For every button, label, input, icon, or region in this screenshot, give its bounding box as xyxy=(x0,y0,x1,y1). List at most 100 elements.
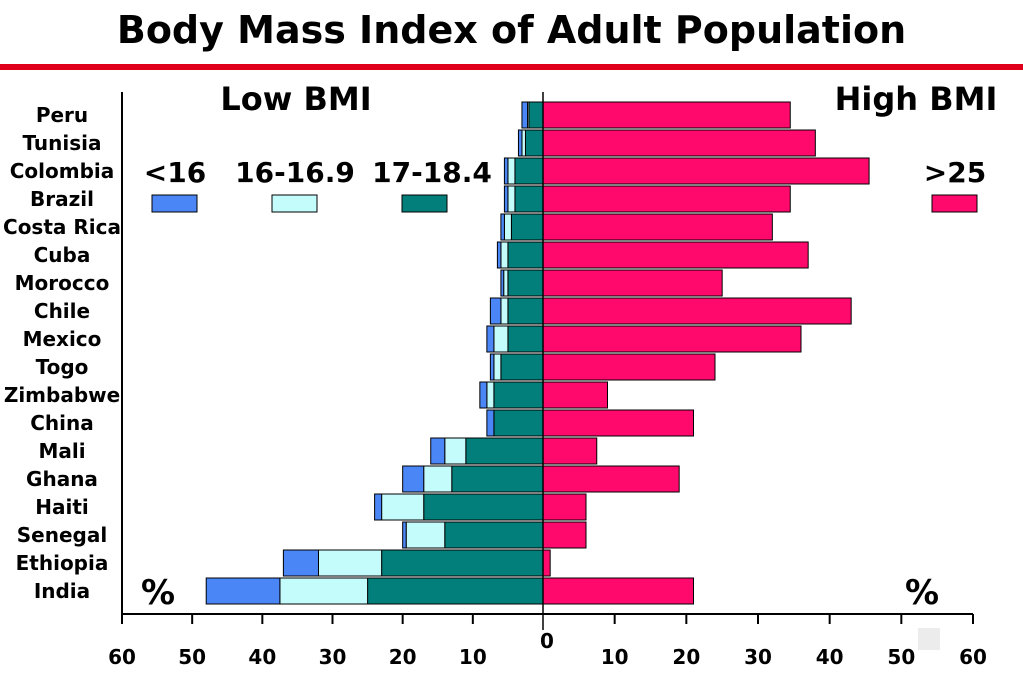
bar-lt16 xyxy=(500,213,505,241)
bar-gt25 xyxy=(542,577,694,605)
category-label: Togo xyxy=(36,355,89,379)
bar-b16_169 xyxy=(405,521,446,549)
category-label: Colombia xyxy=(10,159,115,183)
category-label: Ethiopia xyxy=(16,551,109,575)
bar-lt16 xyxy=(479,381,488,409)
category-label: China xyxy=(30,411,94,435)
category-label: Zimbabwe xyxy=(4,383,120,407)
bar-lt16 xyxy=(402,465,425,493)
bar-b16_169 xyxy=(521,129,526,157)
bar-b17_184 xyxy=(510,213,544,241)
bar-b17_184 xyxy=(500,353,544,381)
bar-b16_169 xyxy=(503,269,509,297)
legend: <16 16-16.9 17-18.4 >25 xyxy=(144,156,986,213)
bar-b17_184 xyxy=(444,521,544,549)
category-label: Tunisia xyxy=(22,131,101,155)
legend-swatch xyxy=(931,194,978,213)
category-label: Costa Rica xyxy=(3,215,121,239)
bar-group xyxy=(205,101,870,605)
x-tick-label: 60 xyxy=(108,645,136,669)
corner-mark xyxy=(918,628,940,650)
bar-b16_169 xyxy=(503,213,512,241)
bar-b16_169 xyxy=(317,549,383,577)
bar-b16_169 xyxy=(381,493,425,521)
bar-lt16 xyxy=(486,325,495,353)
category-label: Cuba xyxy=(34,243,91,267)
low-bmi-header: Low BMI xyxy=(220,80,371,118)
bar-lt16 xyxy=(489,297,502,325)
x-tick-label: 30 xyxy=(744,645,772,669)
legend-label: 17-18.4 xyxy=(372,156,492,189)
category-label: Haiti xyxy=(35,495,89,519)
bar-b16_169 xyxy=(500,241,509,269)
bar-b16_169 xyxy=(486,381,495,409)
bar-lt16 xyxy=(205,577,281,605)
bar-b17_184 xyxy=(451,465,544,493)
category-label: Morocco xyxy=(15,271,110,295)
bar-b17_184 xyxy=(423,493,544,521)
bar-b17_184 xyxy=(514,185,544,213)
legend-label: 16-16.9 xyxy=(235,156,355,189)
bar-gt25 xyxy=(542,437,598,465)
x-tick-label: 30 xyxy=(319,645,347,669)
bar-gt25 xyxy=(542,157,870,185)
legend-swatch xyxy=(151,194,198,213)
title-rule xyxy=(0,64,1023,70)
bar-lt16 xyxy=(430,437,446,465)
bar-lt16 xyxy=(402,521,407,549)
x-tick-label: 10 xyxy=(601,645,629,669)
bar-lt16 xyxy=(503,157,509,185)
unit-right: % xyxy=(905,573,939,613)
bar-gt25 xyxy=(542,381,608,409)
bar-lt16 xyxy=(489,353,495,381)
bar-lt16 xyxy=(503,185,509,213)
category-label: India xyxy=(34,579,90,603)
x-tick-label: 50 xyxy=(178,645,206,669)
bar-b17_184 xyxy=(507,269,544,297)
unit-left: % xyxy=(141,573,175,613)
bar-b17_184 xyxy=(465,437,544,465)
label-group: Peru Tunisia Colombia Brazil Costa Rica Cuba M… xyxy=(3,103,121,603)
bar-b16_169 xyxy=(507,185,516,213)
bar-b17_184 xyxy=(507,297,544,325)
bar-b16_169 xyxy=(493,353,502,381)
category-label: Senegal xyxy=(17,523,107,547)
bar-gt25 xyxy=(542,493,587,521)
legend-label: <16 xyxy=(144,156,206,189)
bar-lt16 xyxy=(500,269,505,297)
bar-b16_169 xyxy=(423,465,453,493)
bar-b16_169 xyxy=(507,157,516,185)
bar-b17_184 xyxy=(493,409,544,437)
x-zero-label: 0 xyxy=(540,629,554,653)
bar-gt25 xyxy=(542,325,802,353)
x-tick-label: 40 xyxy=(816,645,844,669)
category-label: Chile xyxy=(34,299,90,323)
bar-b16_169 xyxy=(279,577,369,605)
high-bmi-header: High BMI xyxy=(835,80,998,118)
bar-b16_169 xyxy=(500,297,509,325)
bar-lt16 xyxy=(374,493,383,521)
bar-gt25 xyxy=(542,185,791,213)
category-label: Peru xyxy=(36,103,88,127)
bar-b16_169 xyxy=(444,437,467,465)
bar-lt16 xyxy=(517,129,523,157)
bar-b17_184 xyxy=(528,101,544,129)
category-label: Ghana xyxy=(26,467,98,491)
bar-gt25 xyxy=(542,101,791,129)
category-label: Mali xyxy=(38,439,85,463)
bar-gt25 xyxy=(542,241,809,269)
bar-gt25 xyxy=(542,521,587,549)
bar-b17_184 xyxy=(507,241,544,269)
legend-swatch xyxy=(401,194,448,213)
bar-b17_184 xyxy=(514,157,544,185)
bar-gt25 xyxy=(542,549,551,577)
bar-gt25 xyxy=(542,269,723,297)
x-tick-label: 10 xyxy=(459,645,487,669)
bar-gt25 xyxy=(542,409,694,437)
category-label: Brazil xyxy=(30,187,94,211)
bar-b17_184 xyxy=(524,129,544,157)
bar-b17_184 xyxy=(367,577,544,605)
bar-lt16 xyxy=(282,549,319,577)
bar-b17_184 xyxy=(507,325,544,353)
